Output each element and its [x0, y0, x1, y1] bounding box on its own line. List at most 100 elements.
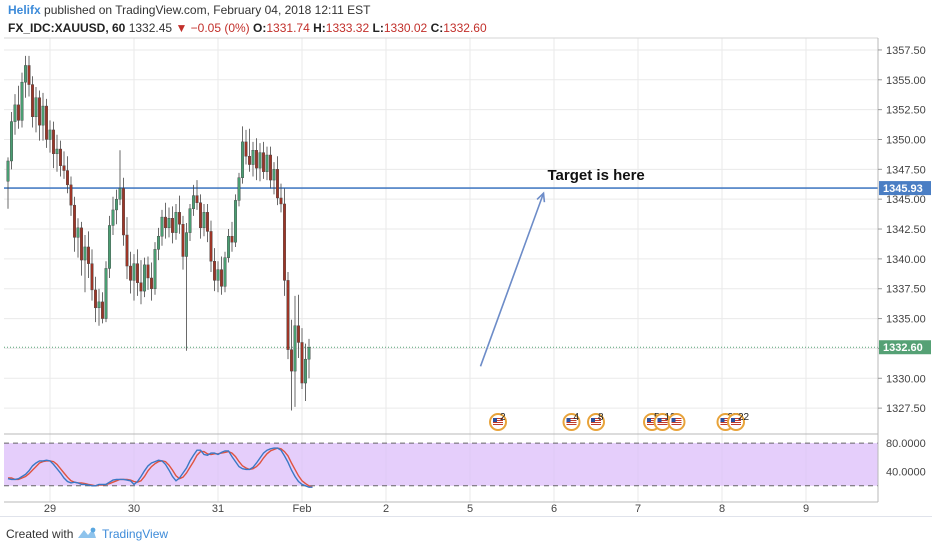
candle-down [247, 155, 251, 165]
candle-down [17, 104, 21, 121]
price-tick-label: 1337.50 [886, 284, 926, 296]
us-flag-stripe [493, 424, 503, 425]
candle-down [52, 129, 56, 155]
candle-up [55, 148, 59, 155]
target-annotation: Target is here [479, 167, 645, 367]
candle-down [283, 203, 287, 281]
candle-up [97, 301, 101, 309]
us-flag-stripe [493, 418, 503, 419]
close-label: C: [430, 21, 444, 35]
event-flag-icon[interactable]: 22 [727, 412, 750, 431]
footer: Created with TradingView [0, 516, 932, 551]
us-flag-canton [591, 418, 595, 422]
time-tick-label: 29 [44, 503, 56, 515]
us-flag-stripe [731, 424, 741, 425]
us-flag-stripe [566, 418, 577, 419]
candle-up [83, 246, 87, 261]
time-tick-label: 5 [467, 503, 473, 515]
price-tick-label: 1350.00 [886, 134, 926, 146]
open-label: O: [253, 21, 267, 35]
candle-down [177, 212, 181, 225]
us-flag-stripe [720, 424, 731, 425]
candle-up [174, 212, 178, 233]
candle-up [191, 195, 195, 209]
us-flag-stripe [671, 422, 682, 423]
us-flag-stripe [657, 424, 668, 425]
candle-up [216, 269, 220, 281]
stochastic-k-line [7, 447, 313, 488]
us-flag-stripe [647, 424, 657, 425]
candle-down [163, 216, 167, 229]
candle-down [276, 169, 280, 199]
us-flag-stripe [566, 422, 577, 423]
event-flag-icon[interactable]: 2 [489, 412, 507, 431]
candle-down [146, 264, 150, 279]
candle-up [156, 235, 160, 250]
candle-up [160, 216, 164, 237]
us-flag-stripe [720, 420, 731, 421]
price-tick-label: 1352.50 [886, 105, 926, 117]
us-flag-stripe [647, 422, 657, 423]
candle-down [149, 277, 153, 289]
us-flag-stripe [657, 420, 668, 421]
us-flag-stripe [493, 420, 503, 421]
candle-down [205, 212, 209, 232]
price-tick-label: 1342.50 [886, 224, 926, 236]
price-chart[interactable]: Target is here 2485122722 1357.501355.00… [0, 0, 932, 516]
time-tick-label: 7 [635, 503, 641, 515]
candle-up [167, 218, 171, 229]
target-arrow-head [536, 191, 546, 203]
candle-up [223, 257, 227, 287]
price-tick-label: 1355.00 [886, 75, 926, 87]
candle-up [24, 65, 28, 83]
candle-down [269, 154, 273, 181]
candle-down [290, 349, 294, 372]
candle-up [237, 177, 241, 201]
candle-down [31, 84, 35, 117]
us-flag-stripe [731, 420, 741, 421]
event-flag-icon[interactable] [667, 413, 686, 431]
candle-down [135, 263, 139, 283]
support-level [4, 187, 878, 348]
target-annotation-text: Target is here [548, 167, 645, 184]
footer-brand-link[interactable]: TradingView [102, 527, 169, 541]
candle-down [72, 204, 76, 238]
event-flag-icon[interactable]: 4 [562, 412, 581, 431]
candle-up [6, 160, 10, 182]
candle-down [121, 188, 125, 236]
time-tick-label: 30 [128, 503, 140, 515]
us-flag-stripe [731, 418, 741, 419]
candle-down [286, 280, 290, 350]
candle-down [59, 148, 63, 166]
event-count-label: 2 [500, 412, 506, 423]
candle-up [48, 129, 52, 140]
candle-up [258, 152, 262, 169]
current-price-tag: 1332.60 [883, 342, 923, 354]
candle-up [111, 209, 115, 226]
publish-info: Helifx published on TradingView.com, Feb… [8, 2, 370, 18]
level-price-tag-bg [879, 181, 931, 196]
stochastic-tick-label: 40.0000 [886, 467, 926, 479]
candle-up [114, 198, 118, 211]
us-flag-stripe [720, 422, 731, 423]
us-flag-stripe [591, 420, 601, 421]
economic-events: 2485122722 [489, 412, 750, 431]
candle-down [244, 141, 248, 157]
event-flag-icon[interactable]: 8 [587, 412, 605, 431]
level-price-tag: 1345.93 [883, 183, 923, 195]
candle-up [34, 97, 38, 117]
candle-down [38, 97, 42, 126]
price-tick-label: 1340.00 [886, 254, 926, 266]
candle-up [41, 105, 45, 126]
stochastic-band [4, 443, 878, 486]
author-link[interactable]: Helifx [8, 3, 41, 17]
price-tick-label: 1345.00 [886, 194, 926, 206]
candle-down [90, 263, 94, 291]
us-flag-canton [493, 418, 497, 422]
time-tick-label: 31 [212, 503, 224, 515]
tradingview-logo-icon [78, 527, 96, 538]
ohlc-legend: FX_IDC:XAUUSD, 60 1332.45 ▼ −0.05 (0%) O… [8, 20, 487, 36]
candle-up [142, 264, 146, 292]
candle-down [139, 282, 143, 292]
candle-up [76, 227, 80, 238]
